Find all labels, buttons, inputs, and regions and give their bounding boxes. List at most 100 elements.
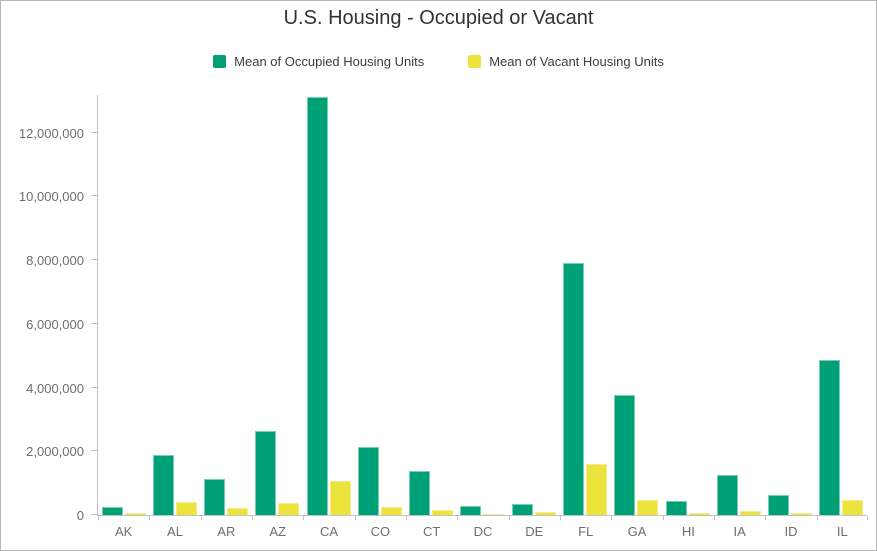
bar-group-ID	[764, 95, 815, 515]
x-axis-tick	[252, 516, 253, 520]
bar-vacant-DE[interactable]	[534, 512, 556, 515]
x-axis-label-CO: CO	[370, 524, 391, 539]
y-axis-tick	[91, 131, 97, 133]
bar-group-CO	[354, 95, 405, 515]
x-axis-tick	[509, 516, 510, 520]
bar-vacant-AK[interactable]	[124, 513, 146, 515]
x-axis-tick	[149, 516, 150, 520]
bar-group-GA	[611, 95, 662, 515]
bar-group-AK	[98, 95, 149, 515]
y-axis-tick	[91, 259, 97, 260]
bar-group-CT	[406, 95, 457, 515]
bar-vacant-AL[interactable]	[175, 502, 197, 515]
y-axis-label: 0	[76, 508, 84, 523]
y-axis-tick	[91, 195, 97, 197]
bar-group-FL	[559, 95, 610, 515]
y-axis-label: 4,000,000	[26, 380, 84, 396]
bar-vacant-IL[interactable]	[842, 500, 864, 515]
x-axis-label-CT: CT	[422, 524, 441, 539]
x-axis-tick	[201, 516, 202, 520]
x-axis-label-DC: DC	[473, 524, 493, 539]
bar-vacant-IA[interactable]	[739, 511, 761, 515]
legend-label-occupied: Mean of Occupied Housing Units	[234, 54, 425, 69]
vacant-swatch-icon	[468, 55, 482, 68]
x-axis-label-DE: DE	[525, 524, 544, 539]
bar-group-AL	[149, 95, 200, 515]
bar-occupied-ID[interactable]	[768, 495, 790, 515]
legend-label-vacant: Mean of Vacant Housing Units	[489, 54, 664, 69]
bar-vacant-DC[interactable]	[483, 514, 505, 515]
bar-vacant-FL[interactable]	[586, 464, 608, 515]
x-axis-tick	[663, 516, 664, 520]
bar-vacant-CT[interactable]	[432, 510, 454, 515]
x-axis-label-CA: CA	[319, 524, 339, 539]
y-axis-tick	[91, 386, 97, 388]
y-axis-tick	[91, 322, 97, 324]
bar-group-CA	[303, 95, 354, 515]
x-axis-tick	[98, 516, 99, 520]
bar-vacant-ID[interactable]	[791, 513, 813, 515]
x-axis-tick	[560, 516, 561, 520]
bar-group-DC	[457, 95, 508, 515]
y-axis-tick	[91, 514, 97, 515]
bar-group-AR	[201, 95, 252, 515]
bar-occupied-AR[interactable]	[204, 479, 226, 515]
bar-occupied-CO[interactable]	[357, 447, 379, 515]
chart-title: U.S. Housing - Occupied or Vacant	[283, 7, 594, 29]
occupied-swatch-icon	[213, 55, 227, 68]
bar-occupied-IA[interactable]	[716, 475, 738, 515]
bar-vacant-CA[interactable]	[329, 481, 351, 515]
legend-item-vacant[interactable]: Mean of Vacant Housing Units	[468, 54, 664, 69]
x-axis-label-GA: GA	[627, 524, 647, 539]
bars-layer	[98, 95, 867, 515]
bar-occupied-CT[interactable]	[409, 471, 431, 515]
y-axis-label: 2,000,000	[26, 444, 84, 460]
x-axis-tick	[406, 516, 407, 520]
x-axis-tick	[303, 516, 304, 520]
x-axis-tick	[867, 516, 868, 520]
bar-occupied-DC[interactable]	[460, 506, 482, 515]
bar-occupied-AL[interactable]	[152, 455, 174, 515]
x-axis-tick	[714, 516, 715, 520]
bar-vacant-CO[interactable]	[380, 507, 402, 515]
legend-item-occupied[interactable]: Mean of Occupied Housing Units	[213, 54, 424, 69]
x-axis-label-IA: IA	[733, 524, 746, 539]
bar-vacant-HI[interactable]	[688, 513, 710, 515]
y-axis-tick	[91, 450, 97, 452]
bar-vacant-GA[interactable]	[637, 500, 659, 515]
bar-occupied-GA[interactable]	[614, 395, 636, 515]
x-axis-label-FL: FL	[578, 524, 594, 539]
bar-group-AZ	[252, 95, 303, 515]
legend: Mean of Occupied Housing Units Mean of V…	[1, 54, 876, 69]
bar-group-IA	[713, 95, 764, 515]
x-axis-label-AK: AK	[114, 524, 133, 539]
bar-occupied-AK[interactable]	[101, 507, 123, 515]
x-axis-label-AZ: AZ	[269, 524, 286, 539]
bar-occupied-AZ[interactable]	[255, 431, 277, 515]
bar-occupied-HI[interactable]	[665, 501, 687, 515]
y-axis-label: 12,000,000	[18, 125, 84, 141]
y-axis-label: 10,000,000	[18, 189, 84, 205]
y-axis-label: 8,000,000	[26, 253, 84, 268]
x-axis-tick	[817, 516, 818, 520]
bar-occupied-DE[interactable]	[511, 504, 533, 515]
x-axis-label-HI: HI	[681, 524, 695, 539]
x-axis-tick	[457, 516, 458, 520]
y-axis-label: 6,000,000	[26, 316, 84, 332]
bar-occupied-FL[interactable]	[563, 263, 585, 515]
x-axis-tick	[765, 516, 766, 520]
x-axis-label-AL: AL	[167, 524, 183, 539]
x-axis-tick	[611, 516, 612, 520]
x-axis-label-AR: AR	[217, 524, 236, 539]
bar-group-IL	[816, 95, 867, 515]
bar-vacant-AZ[interactable]	[278, 503, 300, 515]
bar-occupied-CA[interactable]	[306, 97, 328, 515]
bar-group-HI	[662, 95, 713, 515]
x-axis-tick	[355, 516, 356, 520]
bar-occupied-IL[interactable]	[819, 360, 841, 515]
x-axis-label-ID: ID	[784, 524, 798, 539]
bar-vacant-AR[interactable]	[227, 508, 249, 515]
plot-area: 0 2,000,000 4,000,000 6,000,000 8,000,000 10,…	[19, 95, 868, 539]
bar-group-DE	[508, 95, 559, 515]
